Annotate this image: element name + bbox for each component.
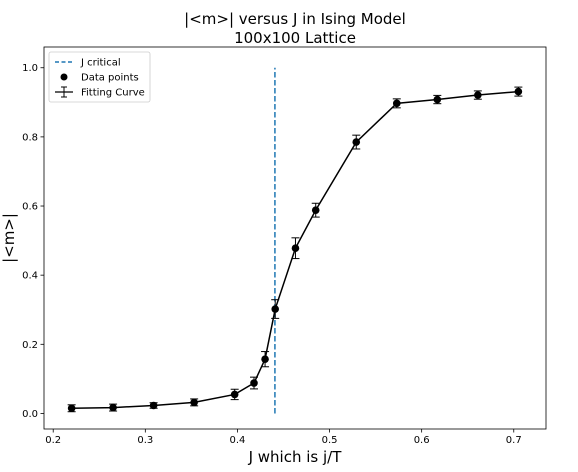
- x-tick-label: 0.3: [137, 435, 153, 446]
- legend: J critical Data points Fitting Curve: [48, 51, 151, 103]
- chart-subtitle: 100x100 Lattice: [234, 29, 356, 47]
- data-point: [271, 305, 279, 313]
- x-tick-label: 0.2: [45, 435, 61, 446]
- data-point: [261, 355, 269, 363]
- x-tick-label: 0.5: [322, 435, 338, 446]
- data-point: [190, 398, 198, 407]
- x-axis-label: J which is j/T: [248, 448, 343, 466]
- y-axis-label: |<m>|: [0, 213, 18, 263]
- data-point: [514, 87, 523, 96]
- x-axis-ticks: 0.2 0.3 0.4 0.5 0.6 0.7: [45, 429, 522, 446]
- legend-critical-label: J critical: [80, 58, 121, 69]
- data-point: [311, 206, 320, 214]
- legend-points-swatch: [60, 73, 68, 81]
- data-point: [230, 390, 239, 399]
- legend-box: [48, 51, 151, 103]
- data-point: [352, 138, 361, 146]
- y-tick-label: 0.2: [22, 340, 38, 351]
- data-point: [291, 244, 300, 252]
- data-point: [392, 99, 401, 108]
- x-tick-label: 0.7: [506, 435, 522, 446]
- legend-points-label: Data points: [81, 73, 139, 84]
- plot-frame: [43, 46, 547, 430]
- data-point: [67, 404, 76, 413]
- y-tick-label: 1.0: [22, 63, 38, 74]
- legend-fit-label: Fitting Curve: [81, 88, 145, 99]
- data-point: [250, 379, 258, 387]
- x-tick-label: 0.4: [229, 435, 245, 446]
- y-axis-ticks: 0.0 0.2 0.4 0.6 0.8 1.0: [22, 63, 44, 420]
- y-tick-label: 0.0: [22, 409, 38, 420]
- data-point: [149, 401, 158, 410]
- x-tick-label: 0.6: [414, 435, 430, 446]
- data-point: [109, 403, 117, 412]
- y-tick-label: 0.8: [22, 132, 38, 143]
- y-tick-label: 0.4: [22, 271, 38, 282]
- y-tick-label: 0.6: [22, 202, 38, 213]
- plot-area: [67, 67, 523, 414]
- chart-title: |<m>| versus J in Ising Model: [184, 10, 406, 28]
- data-point: [474, 91, 482, 99]
- data-point: [433, 95, 442, 104]
